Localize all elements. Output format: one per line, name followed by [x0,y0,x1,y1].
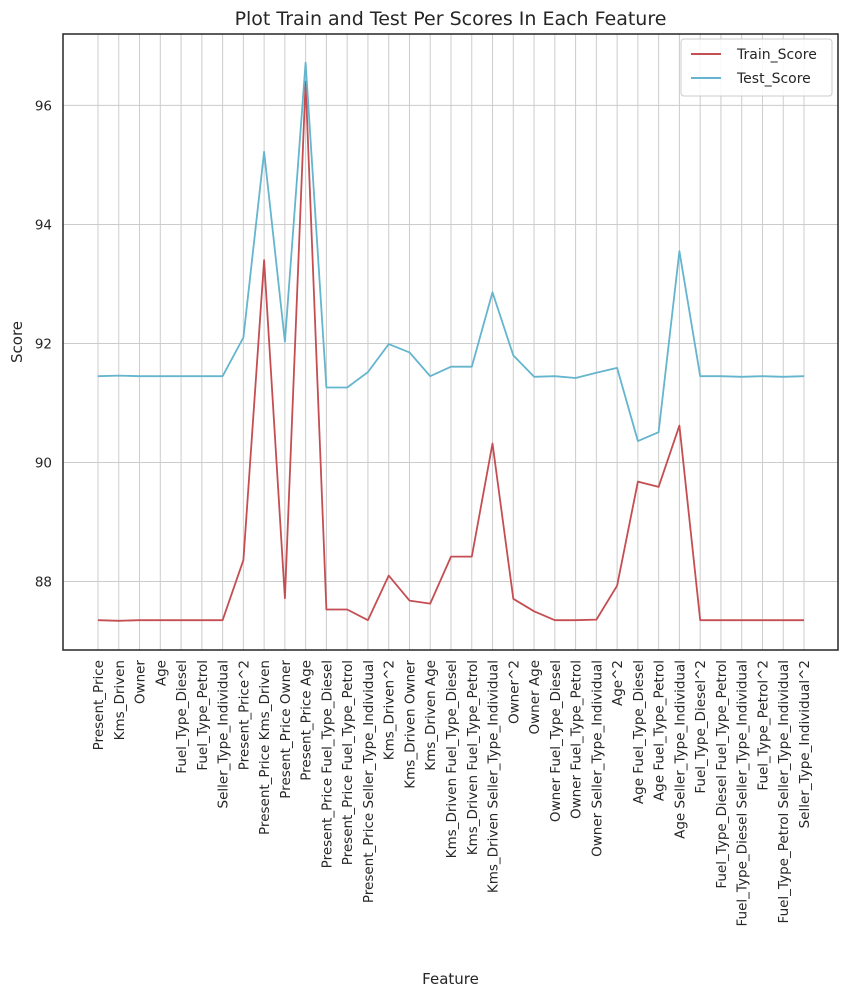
plot-frame [62,33,839,651]
x-tick-label: Owner [133,660,149,705]
series-line-train-score [97,80,804,622]
x-tick-label: Kms_Driven Owner [402,660,418,789]
series-line-test-score [97,61,805,443]
x-tick-label: Present_Price^2 [236,660,252,770]
x-tick-label: Age [153,660,169,686]
x-tick-label: Fuel_Type_Petrol [195,660,211,771]
x-tick-label: Kms_Driven Age [423,660,439,771]
x-tick-label: Present_Price Kms_Driven [257,660,273,835]
y-tick-label: 90 [35,456,52,472]
x-tick-label: Present_Price Seller_Type_Individual [361,660,377,903]
x-tick-label: Present_Price [91,660,107,750]
x-tick-label: Present_Price Age [299,660,315,781]
x-tick-label: Age Seller_Type_Individual [672,660,688,839]
x-tick-label: Fuel_Type_Diesel Fuel_Type_Petrol [714,660,730,889]
x-tick-label: Kms_Driven^2 [382,660,398,760]
y-axis-label: Score [8,321,26,363]
x-tick-label: Age Fuel_Type_Diesel [631,660,647,804]
y-tick-label: 88 [35,575,52,591]
x-tick-label: Age Fuel_Type_Petrol [652,660,668,801]
x-tick-label: Fuel_Type_Petrol Seller_Type_Individual [776,660,792,923]
x-tick-label: Owner Age [527,660,543,734]
x-tick-label: Owner Fuel_Type_Diesel [548,660,564,822]
series-lines [97,61,805,622]
x-tick-label: Kms_Driven [112,660,128,740]
x-tick-label: Owner Fuel_Type_Petrol [569,660,585,819]
x-tick-label: Kms_Driven Seller_Type_Individual [486,660,502,893]
chart-title: Plot Train and Test Per Scores In Each F… [235,8,667,30]
x-tick-label: Fuel_Type_Diesel [174,660,190,774]
y-tick-label: 96 [35,98,52,114]
legend-label: Test_Score [736,71,811,87]
x-tick-label: Fuel_Type_Diesel Seller_Type_Individual [735,660,751,926]
x-tick-label: Age^2 [610,660,626,706]
x-tick-label: Owner^2 [506,660,522,724]
x-tick-label: Present_Price Fuel_Type_Petrol [340,660,356,865]
x-tick-label: Fuel_Type_Petrol^2 [755,660,771,791]
legend: Train_Score Test_Score [680,38,833,97]
x-tick-label: Seller_Type_Individual [216,660,232,809]
x-tick-label: Fuel_Type_Diesel^2 [693,660,709,794]
x-tick-label: Kms_Driven Fuel_Type_Diesel [444,660,460,858]
x-axis-label: Feature [422,970,479,988]
x-tick-labels: Present_Price Kms_Driven Owner Age Fuel_Type… [91,660,813,927]
x-tick-label: Present_Price Fuel_Type_Diesel [319,660,335,868]
x-tick-label: Owner Seller_Type_Individual [589,660,605,857]
y-tick-label: 94 [35,217,52,233]
x-tick-label: Present_Price Owner [278,660,294,799]
y-tick-label: 92 [35,336,52,352]
y-tick-labels: 88 90 92 94 96 [35,98,52,590]
legend-label: Train_Score [736,47,817,63]
x-tick-label: Seller_Type_Individual^2 [797,660,813,828]
x-tick-label: Kms_Driven Fuel_Type_Petrol [465,660,481,855]
